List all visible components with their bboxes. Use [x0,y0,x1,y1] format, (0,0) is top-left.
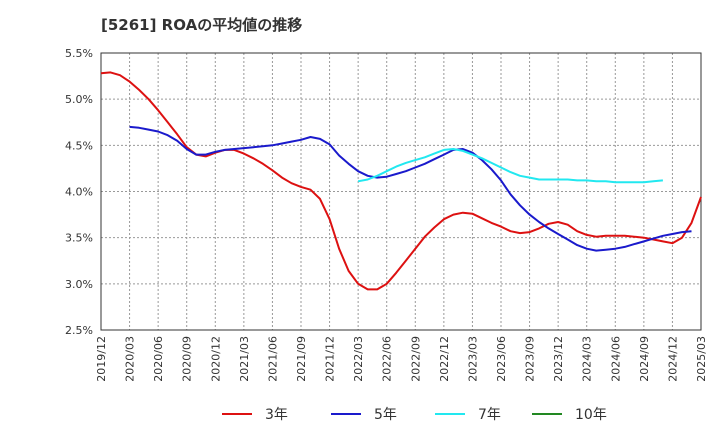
y-tick-label: 2.5% [65,324,93,337]
legend-label: 3年 [265,407,288,423]
plot-frame [100,52,702,331]
legend-label: 10年 [575,407,607,423]
x-tick-label: 2024/12 [666,336,679,382]
y-tick-label: 4.5% [65,139,93,152]
x-tick-label: 2020/06 [152,336,165,382]
x-tick-label: 2022/12 [438,336,451,382]
x-tick-label: 2022/03 [352,336,365,382]
x-tick-label: 2025/03 [695,336,708,382]
x-tick-label: 2019/12 [95,336,108,382]
legend-label: 5年 [374,407,397,423]
x-tick-label: 2022/09 [409,336,422,382]
x-tick-label: 2023/03 [466,336,479,382]
series-line [129,125,692,252]
x-tick-label: 2023/12 [552,336,565,382]
y-tick-label: 5.0% [65,93,93,106]
x-tick-label: 2022/06 [381,336,394,382]
x-tick-label: 2021/12 [324,336,337,382]
x-tick-label: 2020/03 [124,336,137,382]
x-tick-label: 2021/06 [266,336,279,382]
y-tick-label: 5.5% [65,47,93,60]
x-tick-label: 2024/06 [609,336,622,382]
series-line [357,148,663,184]
x-tick-label: 2020/09 [181,336,194,382]
x-tick-label: 2020/12 [209,336,222,382]
legend-label: 7年 [478,407,501,423]
y-tick-label: 4.0% [65,186,93,199]
x-tick-label: 2024/09 [638,336,651,382]
x-tick-label: 2023/06 [495,336,508,382]
x-tick-label: 2024/03 [581,336,594,382]
chart-title: [5261] ROAの平均値の推移 [101,16,303,34]
x-tick-label: 2021/09 [295,336,308,382]
x-tick-label: 2023/09 [524,336,537,382]
x-tick-label: 2021/03 [238,336,251,382]
y-tick-label: 3.0% [65,278,93,291]
y-tick-label: 3.5% [65,232,93,245]
